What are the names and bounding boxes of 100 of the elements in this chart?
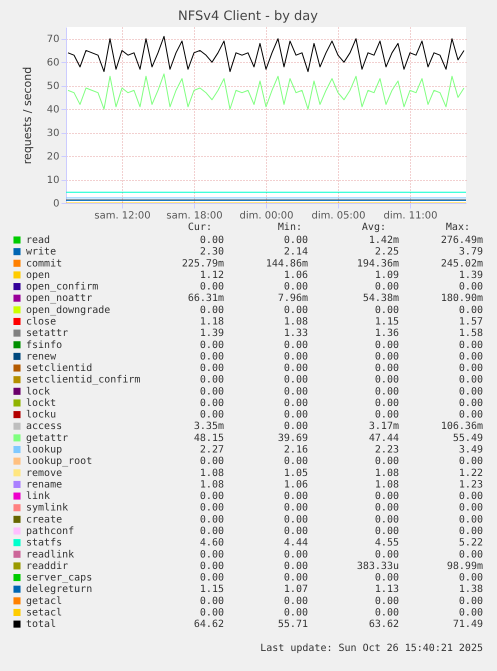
text: 0.00: [458, 304, 483, 316]
text: 1.18: [200, 316, 224, 328]
text: 0.00: [458, 549, 483, 560]
text: 0.00: [200, 351, 224, 362]
text: 0.00: [200, 235, 224, 246]
legend-label: setclientid: [26, 363, 92, 374]
text: 2.25: [374, 246, 399, 258]
text: 0.00: [200, 363, 224, 374]
text: 1.22: [458, 468, 483, 479]
text: 1.08: [200, 468, 224, 479]
text: 0.00: [284, 363, 308, 374]
text: 245.02m: [440, 258, 483, 270]
text: 0.00: [374, 340, 399, 351]
legend-label: access: [26, 421, 62, 432]
text: 3.49: [458, 444, 483, 456]
text: 39.69: [278, 432, 308, 444]
text: 2.30: [200, 246, 224, 258]
text: 1.06: [284, 270, 308, 281]
text: 2.23: [374, 444, 399, 456]
legend-label: rename: [26, 479, 62, 490]
text: 0.00: [284, 549, 308, 560]
legend-label: lookup: [26, 444, 62, 456]
text: 1.05: [284, 468, 308, 479]
text: 3.79: [458, 246, 483, 258]
text: 0.00: [458, 374, 483, 386]
text: 0.00: [374, 374, 399, 386]
text: 1.15: [374, 316, 399, 328]
text: 1.42m: [368, 235, 399, 246]
text: 47.44: [368, 432, 399, 444]
text: 98.99m: [446, 560, 483, 572]
text: 1.57: [458, 316, 483, 328]
text: 0.00: [458, 398, 483, 409]
y-tick-label: 20: [46, 152, 60, 163]
text: 1.38: [458, 584, 483, 596]
text: 0.00: [200, 514, 224, 526]
text: 0.00: [200, 596, 224, 607]
text: 54.38m: [362, 293, 399, 304]
text: 0.00: [458, 363, 483, 374]
text: 0.00: [458, 596, 483, 607]
text: 66.31m: [188, 293, 224, 304]
legend-label: locku: [26, 410, 56, 421]
legend-label: open: [26, 270, 50, 281]
text: 2.16: [284, 444, 308, 456]
legend-label: server_caps: [26, 572, 92, 584]
x-tick-label: sam. 18:00: [166, 210, 223, 222]
x-tick-label: sam. 12:00: [94, 210, 151, 222]
text: 0.00: [458, 410, 483, 421]
text: 0.00: [458, 282, 483, 293]
legend-label: lookup_root: [26, 456, 92, 468]
text: 0.00: [458, 456, 483, 468]
text: 3.17m: [368, 421, 399, 432]
text: 0.00: [284, 398, 308, 409]
y-tick-label: 10: [46, 175, 60, 186]
text: 276.49m: [440, 235, 483, 246]
legend-label: lockt: [26, 398, 56, 409]
legend-label: renew: [26, 351, 58, 362]
text: 0.00: [284, 514, 308, 526]
text: 0.00: [458, 572, 483, 584]
text: 0.00: [200, 374, 224, 386]
text: 144.86m: [266, 258, 308, 270]
text: 0.00: [284, 456, 308, 468]
legend-label: total: [26, 619, 56, 630]
text: 1.12: [200, 270, 224, 281]
text: 0.00: [374, 526, 399, 537]
text: 0.00: [374, 351, 399, 362]
text: 1.33: [284, 328, 308, 340]
text: 0.00: [374, 386, 399, 398]
text: 5.22: [458, 538, 483, 549]
text: 106.36m: [440, 421, 483, 432]
text: 0.00: [200, 386, 224, 398]
text: 1.36: [374, 328, 399, 340]
text: 7.96m: [278, 293, 308, 304]
text: 0.00: [374, 456, 399, 468]
text: 0.00: [200, 607, 224, 618]
text: 2.14: [284, 246, 308, 258]
x-tick-label: dim. 00:00: [239, 210, 294, 222]
y-tick-label: 40: [46, 104, 60, 116]
text: 0.00: [374, 502, 399, 514]
text: 48.15: [194, 432, 224, 444]
text: 180.90m: [440, 293, 483, 304]
text: Cur:: [188, 222, 212, 233]
text: 0.00: [284, 491, 308, 502]
text: 0.00: [458, 526, 483, 537]
text: 0.00: [374, 282, 399, 293]
text: 55.49: [452, 432, 483, 444]
text: 0.00: [458, 607, 483, 618]
text: 0.00: [458, 491, 483, 502]
text: 0.00: [374, 491, 399, 502]
legend-label: symlink: [26, 502, 68, 514]
text: 0.00: [374, 304, 399, 316]
legend-label: statfs: [26, 538, 62, 549]
text: 0.00: [200, 304, 224, 316]
text: 0.00: [200, 526, 224, 537]
legend-label: read: [26, 235, 50, 246]
text: 0.00: [374, 363, 399, 374]
text: 1.09: [374, 270, 399, 281]
text: 0.00: [200, 282, 224, 293]
text: 0.00: [200, 456, 224, 468]
text: 3.35m: [194, 421, 224, 432]
text: 64.62: [194, 619, 224, 630]
